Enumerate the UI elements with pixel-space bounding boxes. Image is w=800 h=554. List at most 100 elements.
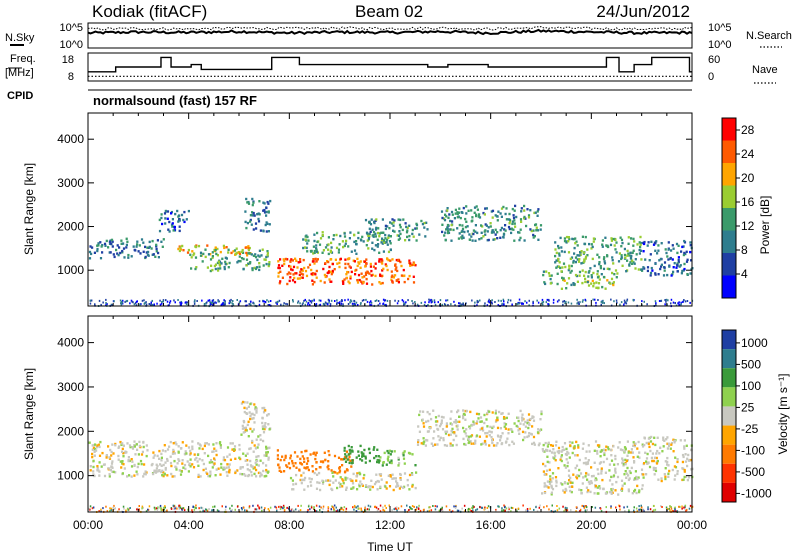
heat-cell — [305, 466, 308, 470]
heat-cell — [364, 505, 366, 508]
heat-cell — [157, 256, 160, 259]
heat-cell — [147, 508, 150, 511]
heat-cell — [512, 214, 515, 217]
colorbar-swatch — [722, 463, 736, 483]
heat-cell — [545, 448, 548, 452]
heat-cell — [357, 450, 360, 453]
heat-cell — [631, 492, 634, 495]
heat-cell — [144, 255, 147, 259]
heat-cell — [584, 257, 587, 260]
heat-cell — [472, 507, 474, 509]
heat-cell — [411, 473, 414, 476]
nave-tick-low: 0 — [708, 71, 714, 83]
heat-cell — [629, 471, 632, 475]
heat-cell — [404, 303, 406, 305]
heat-cell — [546, 445, 549, 448]
heat-cell — [225, 505, 227, 508]
heat-cell — [223, 467, 226, 471]
heat-cell — [173, 452, 176, 455]
heat-cell — [461, 229, 464, 233]
heat-cell — [610, 488, 613, 491]
heat-cell — [265, 221, 268, 224]
heat-cell — [299, 302, 301, 305]
heat-cell — [611, 271, 614, 275]
heat-cell — [509, 428, 512, 431]
heat-cell — [645, 457, 649, 460]
heat-cell — [121, 462, 124, 465]
heat-cell — [562, 277, 565, 280]
heat-cell — [265, 210, 268, 214]
colorbar-swatch — [722, 482, 736, 502]
heat-cell — [113, 300, 115, 303]
heat-cell — [393, 219, 396, 222]
heat-cell — [192, 253, 195, 257]
heat-cell — [257, 443, 260, 446]
heat-cell — [591, 245, 594, 249]
heat-cell — [343, 457, 346, 461]
heat-cell — [154, 469, 157, 473]
heat-cell — [211, 268, 214, 272]
heat-cell — [447, 304, 449, 306]
heat-cell — [120, 239, 123, 242]
heat-cell — [253, 302, 255, 305]
heat-cell — [374, 244, 377, 247]
heat-cell — [680, 250, 683, 253]
heat-cell — [633, 488, 637, 492]
heat-cell — [504, 212, 507, 216]
heat-cell — [511, 220, 515, 223]
heat-cell — [507, 298, 510, 301]
colorbar-swatch — [722, 230, 736, 253]
heat-cell — [101, 451, 104, 455]
heat-cell — [370, 218, 373, 221]
heat-cell — [316, 481, 319, 484]
heat-cell — [217, 299, 219, 302]
heat-cell — [579, 472, 583, 475]
heat-cell — [337, 251, 340, 254]
heat-cell — [266, 451, 269, 454]
heat-cell — [606, 279, 609, 282]
colorbar-swatch — [722, 208, 736, 231]
heat-cell — [164, 210, 167, 213]
heat-cell — [480, 237, 483, 240]
heat-cell — [446, 209, 449, 212]
heat-cell — [360, 508, 363, 511]
heat-cell — [670, 443, 673, 446]
heat-cell — [347, 298, 349, 301]
heat-cell — [569, 257, 572, 260]
heat-cell — [129, 445, 132, 449]
heat-cell — [579, 508, 582, 511]
heat-cell — [458, 302, 460, 305]
heat-cell — [412, 261, 415, 264]
heat-cell — [266, 222, 269, 225]
heat-cell — [160, 216, 163, 220]
heat-cell — [558, 261, 561, 264]
heat-cell — [535, 226, 538, 229]
heat-cell — [361, 276, 364, 279]
heat-cell — [157, 251, 160, 255]
heat-cell — [631, 251, 634, 254]
heat-cell — [402, 457, 406, 460]
heat-cell — [546, 298, 549, 301]
heat-cell — [461, 234, 464, 237]
heat-cell — [531, 415, 534, 418]
heat-cell — [542, 470, 545, 473]
heat-cell — [265, 468, 268, 472]
heat-cell — [582, 461, 585, 465]
heat-cell — [562, 262, 566, 265]
heat-cell — [404, 509, 406, 511]
heat-cell — [397, 300, 400, 303]
heat-cell — [391, 473, 394, 476]
heat-cell — [610, 454, 613, 457]
heat-cell — [602, 448, 606, 451]
heat-cell — [121, 249, 124, 253]
heat-cell — [612, 474, 616, 477]
heat-cell — [441, 223, 444, 226]
heat-cell — [170, 223, 174, 226]
heat-cell — [485, 435, 488, 438]
heat-cell — [633, 478, 636, 481]
heat-cell — [503, 228, 506, 231]
heat-cell — [261, 417, 264, 420]
heat-cell — [517, 429, 520, 432]
heat-cell — [513, 219, 516, 222]
heat-cell — [507, 218, 510, 221]
